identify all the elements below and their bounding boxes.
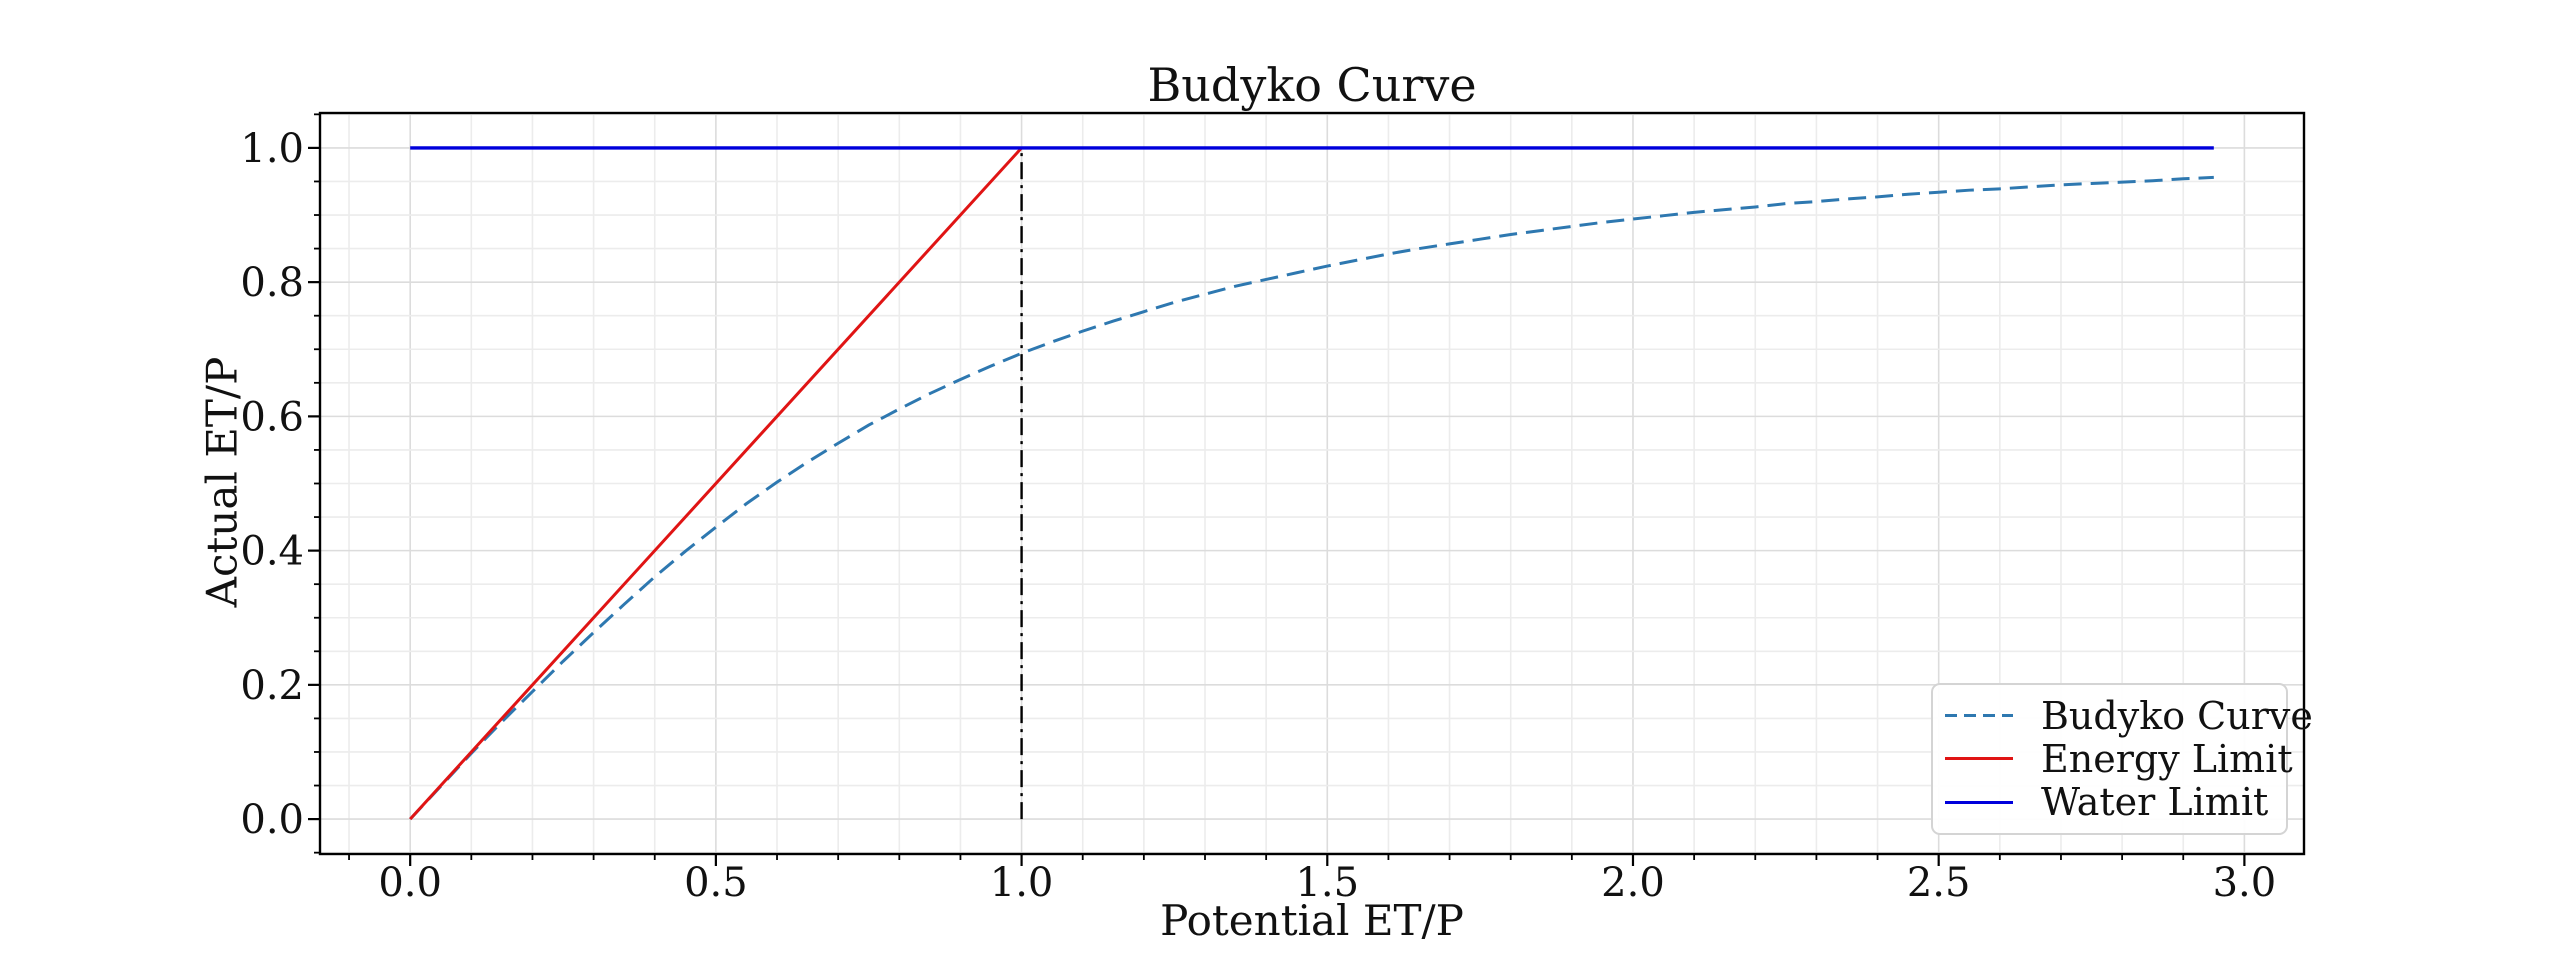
y-tick-label: 0.4 — [240, 529, 304, 575]
y-tick-label: 0.0 — [240, 797, 304, 843]
legend-label-energy-limit: Energy Limit — [2041, 736, 2293, 781]
water-limit-line-sample — [1945, 800, 2013, 805]
x-tick-label: 0.0 — [378, 860, 442, 906]
x-tick-label: 1.0 — [990, 860, 1054, 906]
y-tick-label: 0.6 — [240, 394, 304, 440]
legend-label-budyko-curve: Budyko Curve — [2041, 693, 2313, 738]
legend: Budyko Curve Energy Limit Water Limit — [1931, 683, 2313, 835]
legend-label-water-limit: Water Limit — [2041, 780, 2269, 825]
budyko-curve-line-sample — [1945, 714, 2013, 718]
chart-title: Budyko Curve — [1147, 58, 1477, 112]
legend-item-budyko-curve: Budyko Curve — [1945, 694, 2313, 737]
x-tick-label: 1.5 — [1295, 860, 1359, 906]
energy-limit-line-sample — [1945, 757, 2013, 761]
y-tick-label: 0.2 — [240, 663, 304, 709]
y-tick-label: 1.0 — [240, 126, 304, 172]
budyko-curve-line — [409, 175, 2214, 821]
y-tick-label: 0.8 — [240, 260, 304, 306]
x-tick-label: 3.0 — [2213, 860, 2277, 906]
legend-item-water-limit: Water Limit — [1945, 781, 2268, 824]
x-axis-title: Potential ET/P — [1160, 896, 1464, 945]
y-axis-title: Actual ET/P — [197, 356, 247, 608]
x-tick-label: 0.5 — [684, 860, 748, 906]
legend-item-energy-limit: Energy Limit — [1945, 737, 2293, 780]
x-tick-label: 2.5 — [1907, 860, 1971, 906]
x-tick-label: 2.0 — [1601, 860, 1665, 906]
energy-limit-line — [409, 146, 1023, 821]
